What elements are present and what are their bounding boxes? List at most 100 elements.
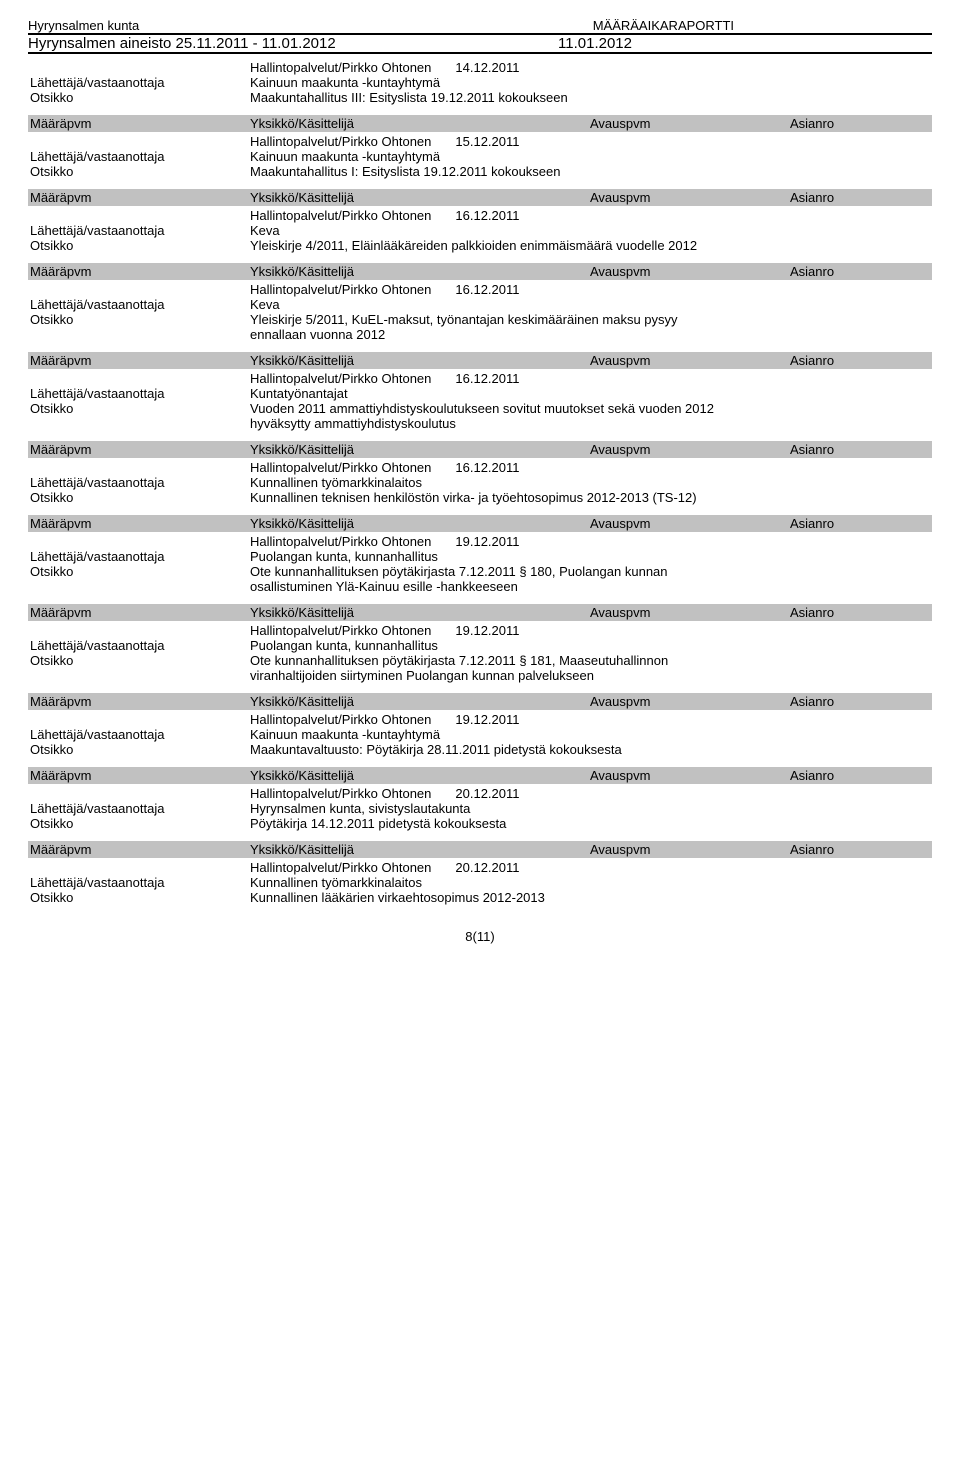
title-label [30,579,250,594]
title-value: Vuoden 2011 ammattiyhdistyskoulutukseen … [250,401,932,416]
date-value: 19.12.2011 [455,712,519,727]
sender-label: Lähettäjä/vastaanottaja [30,549,250,564]
sender-value: Kainuun maakunta -kuntayhtymä [250,727,932,742]
title-value: Yleiskirje 5/2011, KuEL-maksut, työnanta… [250,312,932,327]
title-label: Otsikko [30,816,250,831]
sender-line: Lähettäjä/vastaanottajaKainuun maakunta … [28,727,932,742]
sender-label: Lähettäjä/vastaanottaja [30,875,250,890]
sender-line: Lähettäjä/vastaanottajaKainuun maakunta … [28,75,932,90]
unit-value: Hallintopalvelut/Pirkko Ohtonen [250,860,431,875]
unit-value: Hallintopalvelut/Pirkko Ohtonen [250,60,431,75]
sender-value: Keva [250,297,932,312]
column-header: Avauspvm [590,516,790,531]
sender-value: Keva [250,223,932,238]
column-header: Avauspvm [590,190,790,205]
column-header: Määräpvm [30,842,250,857]
title-value: Yleiskirje 4/2011, Eläinlääkäreiden palk… [250,238,932,253]
column-header: Asianro [790,116,930,131]
sender-line: Lähettäjä/vastaanottajaPuolangan kunta, … [28,638,932,653]
column-header: Asianro [790,768,930,783]
title-line: OtsikkoOte kunnanhallituksen pöytäkirjas… [28,653,932,668]
sender-line: Lähettäjä/vastaanottajaKuntatyönantajat [28,386,932,401]
entry: MääräpvmYksikkö/KäsittelijäAvauspvmAsian… [28,441,932,505]
column-header: Avauspvm [590,768,790,783]
unit-line: Hallintopalvelut/Pirkko Ohtonen16.12.201… [28,460,932,475]
date-value: 20.12.2011 [455,860,519,875]
column-header: Asianro [790,264,930,279]
column-header: Asianro [790,694,930,709]
column-header: Yksikkö/Käsittelijä [250,116,590,131]
title-label: Otsikko [30,312,250,327]
sender-line: Lähettäjä/vastaanottajaKeva [28,297,932,312]
column-header: Määräpvm [30,605,250,620]
sender-value: Kainuun maakunta -kuntayhtymä [250,75,932,90]
date-value: 16.12.2011 [455,371,519,386]
title-line: OtsikkoVuoden 2011 ammattiyhdistyskoulut… [28,401,932,416]
column-header: Määräpvm [30,190,250,205]
title-line: OtsikkoKunnallinen teknisen henkilöstön … [28,490,932,505]
column-header: Yksikkö/Käsittelijä [250,190,590,205]
column-header: Määräpvm [30,768,250,783]
column-header: Yksikkö/Käsittelijä [250,842,590,857]
column-header-bar: MääräpvmYksikkö/KäsittelijäAvauspvmAsian… [28,767,932,784]
sender-line: Lähettäjä/vastaanottajaKeva [28,223,932,238]
title-label: Otsikko [30,238,250,253]
date-value: 19.12.2011 [455,534,519,549]
sender-line: Lähettäjä/vastaanottajaHyrynsalmen kunta… [28,801,932,816]
title-value: Maakuntavaltuusto: Pöytäkirja 28.11.2011… [250,742,932,757]
date-value: 19.12.2011 [455,623,519,638]
title-value: Pöytäkirja 14.12.2011 pidetystä kokoukse… [250,816,932,831]
entries-container: Hallintopalvelut/Pirkko Ohtonen14.12.201… [28,60,932,905]
entry: Hallintopalvelut/Pirkko Ohtonen14.12.201… [28,60,932,105]
entry: MääräpvmYksikkö/KäsittelijäAvauspvmAsian… [28,515,932,594]
entry: MääräpvmYksikkö/KäsittelijäAvauspvmAsian… [28,767,932,831]
unit-line: Hallintopalvelut/Pirkko Ohtonen 16.12.201… [28,208,932,223]
sender-label: Lähettäjä/vastaanottaja [30,149,250,164]
column-header: Avauspvm [590,353,790,368]
title-line: OtsikkoYleiskirje 4/2011, Eläinlääkäreid… [28,238,932,253]
unit-line: Hallintopalvelut/Pirkko Ohtonen19.12.201… [28,534,932,549]
column-header: Yksikkö/Käsittelijä [250,694,590,709]
sender-label: Lähettäjä/vastaanottaja [30,75,250,90]
title-label: Otsikko [30,742,250,757]
title-line: OtsikkoOte kunnanhallituksen pöytäkirjas… [28,564,932,579]
title-line: ennallaan vuonna 2012 [28,327,932,342]
column-header: Asianro [790,442,930,457]
column-header-bar: MääräpvmYksikkö/KäsittelijäAvauspvmAsian… [28,263,932,280]
header-material-range: Hyrynsalmen aineisto 25.11.2011 - 11.01.… [28,35,336,52]
sender-value: Hyrynsalmen kunta, sivistyslautakunta [250,801,932,816]
date-value: 16.12.2011 [455,208,519,223]
unit-line: Hallintopalvelut/Pirkko Ohtonen15.12.201… [28,134,932,149]
sender-label: Lähettäjä/vastaanottaja [30,223,250,238]
sender-value: Puolangan kunta, kunnanhallitus [250,549,932,564]
title-label: Otsikko [30,490,250,505]
entry: MääräpvmYksikkö/KäsittelijäAvauspvmAsian… [28,115,932,179]
column-header-bar: MääräpvmYksikkö/KäsittelijäAvauspvmAsian… [28,352,932,369]
title-line: OtsikkoYleiskirje 5/2011, KuEL-maksut, t… [28,312,932,327]
column-header-bar: MääräpvmYksikkö/KäsittelijäAvauspvmAsian… [28,441,932,458]
unit-value: Hallintopalvelut/Pirkko Ohtonen [250,460,431,475]
sender-label: Lähettäjä/vastaanottaja [30,801,250,816]
entry: MääräpvmYksikkö/KäsittelijäAvauspvmAsian… [28,352,932,431]
column-header-bar: MääräpvmYksikkö/KäsittelijäAvauspvmAsian… [28,515,932,532]
date-value: 15.12.2011 [455,134,519,149]
title-value: Maakuntahallitus III: Esityslista 19.12.… [250,90,932,105]
unit-value: Hallintopalvelut/Pirkko Ohtonen [250,208,431,223]
sender-label: Lähettäjä/vastaanottaja [30,727,250,742]
title-label: Otsikko [30,401,250,416]
title-value: Ote kunnanhallituksen pöytäkirjasta 7.12… [250,564,932,579]
sender-label: Lähettäjä/vastaanottaja [30,386,250,401]
column-header: Asianro [790,605,930,620]
column-header: Asianro [790,353,930,368]
title-line: OtsikkoPöytäkirja 14.12.2011 pidetystä k… [28,816,932,831]
title-line: OtsikkoMaakuntahallitus I: Esityslista 1… [28,164,932,179]
title-line: osallistuminen Ylä-Kainuu esille -hankke… [28,579,932,594]
title-line: OtsikkoKunnallinen lääkärien virkaehtoso… [28,890,932,905]
title-label [30,327,250,342]
column-header-bar: MääräpvmYksikkö/KäsittelijäAvauspvmAsian… [28,693,932,710]
title-value: viranhaltijoiden siirtyminen Puolangan k… [250,668,932,683]
sender-line: Lähettäjä/vastaanottajaPuolangan kunta, … [28,549,932,564]
column-header: Yksikkö/Käsittelijä [250,353,590,368]
sender-value: Puolangan kunta, kunnanhallitus [250,638,932,653]
sender-value: Kunnallinen työmarkkinalaitos [250,475,932,490]
